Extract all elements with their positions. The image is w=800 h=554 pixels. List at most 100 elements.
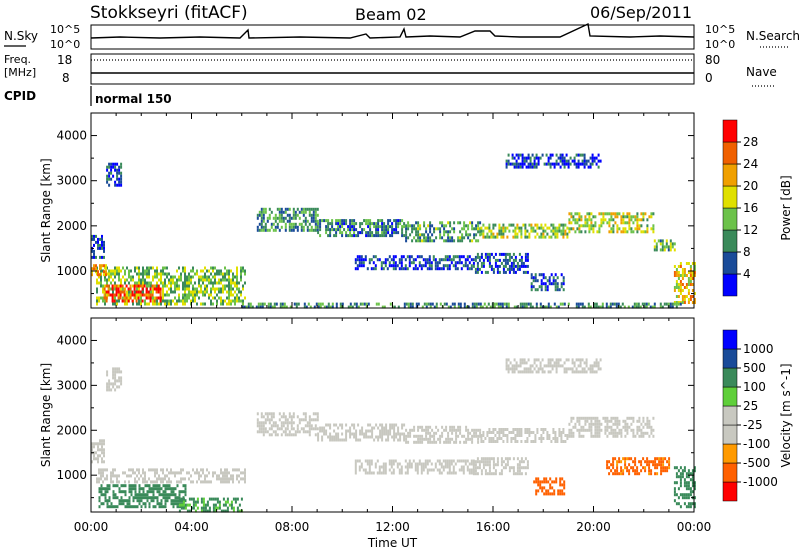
- data-cell: [476, 457, 479, 461]
- data-cell: [154, 505, 157, 509]
- data-cell: [562, 229, 565, 233]
- data-cell: [150, 480, 152, 484]
- data-cell: [204, 509, 207, 513]
- data-cell: [188, 497, 191, 501]
- data-cell: [490, 431, 493, 434]
- data-cell: [145, 293, 148, 297]
- data-cell: [429, 302, 432, 306]
- data-cell: [542, 273, 545, 277]
- data-cell: [341, 231, 344, 235]
- data-cell: [521, 159, 524, 163]
- data-cell: [148, 272, 150, 276]
- data-cell: [329, 435, 332, 439]
- data-cell: [224, 509, 227, 513]
- data-cell: [103, 460, 105, 464]
- data-cell: [132, 284, 134, 288]
- data-cell: [329, 228, 332, 232]
- colorbar-tick-label: 12: [743, 223, 758, 237]
- data-cell: [598, 419, 601, 423]
- data-cell: [339, 423, 342, 427]
- data-cell: [540, 273, 543, 277]
- data-cell: [108, 177, 111, 181]
- data-cell: [431, 428, 434, 432]
- data-cell: [407, 236, 410, 240]
- data-cell: [466, 255, 469, 259]
- data-cell: [105, 290, 108, 294]
- data-cell: [634, 457, 637, 461]
- data-cell: [118, 370, 121, 374]
- y-tick-label: 2000: [56, 219, 87, 233]
- data-cell: [374, 267, 377, 271]
- data-cell: [124, 484, 127, 488]
- data-cell: [128, 272, 130, 276]
- data-cell: [170, 281, 172, 285]
- data-cell: [539, 364, 542, 368]
- data-cell: [222, 290, 224, 294]
- data-cell: [447, 305, 450, 309]
- data-cell: [146, 284, 148, 288]
- data-cell: [582, 416, 585, 420]
- data-cell: [286, 418, 289, 422]
- data-cell: [263, 302, 266, 306]
- data-cell: [375, 435, 378, 439]
- data-cell: [100, 278, 102, 282]
- data-cell: [547, 492, 550, 496]
- data-cell: [687, 502, 690, 506]
- data-cell: [149, 299, 152, 303]
- data-cell: [551, 480, 554, 484]
- data-cell: [236, 509, 239, 513]
- data-cell: [194, 500, 197, 504]
- data-cell: [95, 451, 97, 455]
- data-cell: [354, 267, 357, 271]
- data-cell: [683, 295, 686, 298]
- data-cell: [361, 429, 364, 433]
- data-cell: [423, 302, 426, 306]
- data-cell: [355, 228, 358, 232]
- data-cell: [470, 264, 473, 268]
- data-cell: [164, 299, 166, 303]
- data-cell: [310, 216, 313, 220]
- data-cell: [494, 440, 497, 443]
- data-cell: [618, 428, 621, 432]
- data-cell: [132, 471, 134, 475]
- data-cell: [552, 229, 555, 233]
- data-cell: [115, 284, 118, 288]
- data-cell: [569, 367, 572, 371]
- data-cell: [626, 215, 629, 219]
- data-cell: [574, 221, 577, 225]
- data-cell: [368, 468, 371, 472]
- data-cell: [323, 305, 326, 309]
- data-cell: [693, 505, 696, 509]
- data-cell: [618, 431, 621, 435]
- data-cell: [101, 255, 103, 259]
- data-cell: [384, 261, 387, 265]
- data-cell: [154, 480, 156, 484]
- data-cell: [494, 235, 497, 239]
- data-cell: [479, 230, 482, 234]
- data-cell: [214, 497, 217, 501]
- data-cell: [451, 239, 454, 243]
- data-cell: [164, 505, 167, 509]
- data-cell: [505, 159, 508, 163]
- data-cell: [554, 279, 557, 283]
- data-cell: [251, 305, 254, 309]
- data-cell: [545, 489, 548, 493]
- data-cell: [592, 215, 595, 219]
- data-cell: [552, 223, 555, 227]
- data-cell: [300, 222, 303, 226]
- data-cell: [679, 475, 682, 479]
- data-cell: [518, 264, 521, 268]
- data-cell: [546, 431, 549, 434]
- data-cell: [314, 210, 317, 214]
- data-cell: [166, 468, 168, 472]
- data-cell: [164, 496, 167, 500]
- data-cell: [492, 223, 495, 227]
- data-cell: [457, 428, 460, 432]
- data-cell: [677, 286, 680, 289]
- data-cell: [210, 272, 212, 276]
- data-cell: [300, 418, 303, 422]
- data-cell: [174, 474, 176, 478]
- data-cell: [542, 226, 545, 230]
- data-cell: [512, 431, 515, 434]
